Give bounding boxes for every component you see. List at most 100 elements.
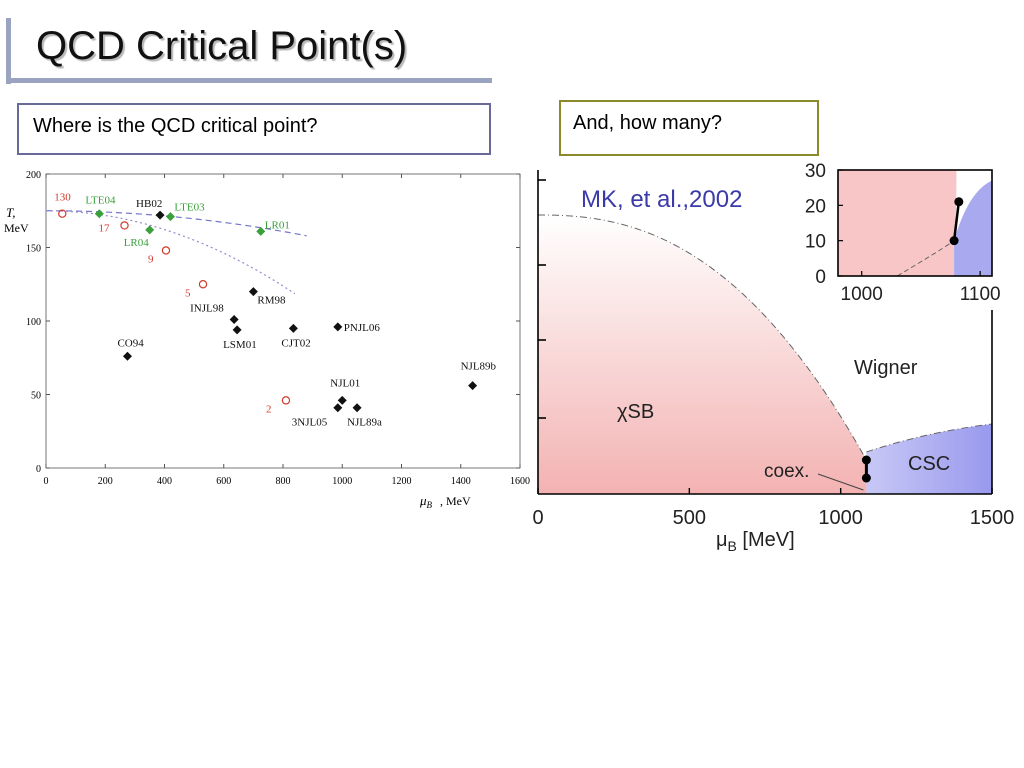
left-y-tick-label: 50 (31, 391, 41, 402)
chiral-boundary-line (537, 214, 867, 461)
region-label-csc: CSC (908, 453, 950, 475)
left-x-axis-unit: , MeV (440, 494, 471, 508)
inset-y-tick-label: 30 (805, 161, 826, 182)
point-hb02-label: HB02 (136, 198, 162, 210)
title-accent-underline (6, 78, 492, 83)
title-accent-vertical (6, 18, 11, 84)
credit-label: MK, et al.,2002 (581, 186, 742, 213)
point-co94 (122, 351, 132, 361)
point-njl89a-label: NJL89a (347, 417, 382, 429)
question-where-text: Where is the QCD critical point? (33, 115, 318, 137)
question-box-where: Where is the QCD critical point? (17, 103, 491, 155)
point-njl89b (468, 381, 478, 391)
point-pnjl06-label: PNJL06 (344, 322, 381, 334)
region-label-chisb: χSB (617, 401, 654, 423)
left-x-tick-label: 200 (98, 476, 113, 487)
coex-pointer (817, 473, 864, 491)
point-5-label: 5 (185, 287, 191, 299)
point-2 (281, 396, 291, 405)
right-x-tick-label: 500 (673, 507, 706, 529)
left-y-axis-unit: MeV (4, 221, 29, 235)
point-rm98 (248, 287, 258, 297)
left-phase-diagram-chart: 0 200 400 600 800 1000 1200 1400 1600 0 50 100 150 20… (4, 170, 530, 510)
inset-csc-region (954, 180, 992, 276)
point-17-label: 17 (99, 222, 111, 234)
inset-coexistence-line (952, 201, 961, 241)
left-chart-axes: 0 200 400 600 800 1000 1200 1400 1600 0 50 100 150 20… (26, 170, 530, 487)
region-label-coex: coex. (764, 461, 809, 482)
left-y-axis-symbol: T, (6, 205, 16, 220)
point-lsm01 (232, 325, 242, 335)
right-x-tick-label: 1000 (818, 507, 863, 529)
point-130-label: 130 (54, 192, 71, 204)
point-lte03-label: LTE03 (174, 202, 205, 214)
left-chart-curves (45, 210, 307, 295)
point-cjt02 (288, 323, 298, 333)
left-x-tick-label: 1000 (332, 476, 352, 487)
region-label-wigner: Wigner (854, 357, 918, 379)
left-x-tick-label: 1400 (451, 476, 471, 487)
left-y-tick-label: 0 (36, 464, 41, 475)
chisb-region (538, 215, 867, 494)
right-x-tick-label: 1500 (970, 507, 1015, 529)
right-x-axis-label: μB [MeV] (716, 529, 795, 554)
point-lte03 (165, 212, 175, 222)
point-lr04-label: LR04 (124, 237, 150, 249)
inset-y-tick-label: 10 (805, 232, 826, 253)
inset-y-tick-label: 20 (805, 196, 826, 217)
point-rm98-label: RM98 (257, 295, 286, 307)
point-pnjl06 (333, 322, 343, 332)
point-lr04 (145, 225, 155, 235)
inset-x-tick-label: 1000 (841, 284, 883, 305)
left-x-tick-label: 800 (276, 476, 291, 487)
inset-frame (837, 169, 993, 277)
point-2-label: 2 (266, 403, 272, 415)
left-x-tick-label: 0 (44, 476, 49, 487)
point-lte04-label: LTE04 (85, 195, 116, 207)
point-njl89b-label: NJL89b (461, 361, 497, 373)
point-co94-label: CO94 (117, 337, 144, 349)
critical-point-lower (861, 473, 871, 483)
left-chart-points: HB02 RM98 INJL98 LSM01 CJT02 PNJL06 CO94 NJL01 3… (54, 192, 496, 429)
right-x-tick-label: 0 (532, 507, 543, 529)
point-9-label: 9 (148, 253, 154, 265)
inset-critical-point-1 (954, 197, 964, 207)
point-5 (198, 280, 208, 289)
point-lr01-label: LR01 (265, 219, 290, 231)
left-x-tick-label: 600 (216, 476, 231, 487)
freezeout-trend-curve (45, 210, 296, 295)
right-chart-inset: 0 10 20 30 1000 1100 (805, 161, 1001, 305)
right-phase-diagram-chart: 0 500 1000 1500 0 10 20 30 1000 1100 MK, et al.,… (532, 161, 1014, 554)
point-hb02 (155, 210, 165, 220)
left-y-tick-label: 150 (26, 244, 41, 255)
left-y-tick-label: 200 (26, 170, 41, 181)
point-njl01 (337, 395, 347, 405)
left-x-tick-label: 400 (157, 476, 172, 487)
point-lr01 (256, 226, 266, 236)
lattice-trend-curve (45, 210, 307, 237)
left-y-tick-label: 100 (26, 317, 41, 328)
point-17 (120, 221, 129, 230)
left-x-tick-label: 1600 (510, 476, 530, 487)
inset-x-tick-label: 1100 (960, 284, 1001, 305)
left-x-axis-symbol: μB (419, 493, 433, 510)
point-9 (161, 246, 171, 255)
title-bar: QCD Critical Point(s) (6, 18, 492, 84)
csc-region (866, 424, 992, 494)
point-injl98-label: INJL98 (190, 303, 224, 315)
critical-point-upper (861, 455, 871, 465)
point-njl01-label: NJL01 (330, 377, 360, 389)
point-130 (58, 209, 67, 218)
point-lsm01-label: LSM01 (223, 339, 257, 351)
point-3njl05-label: 3NJL05 (292, 417, 328, 429)
left-x-tick-label: 1200 (392, 476, 412, 487)
inset-critical-point-2 (949, 236, 959, 246)
right-chart-main: 0 500 1000 1500 (532, 170, 1014, 529)
point-njl89a (352, 403, 362, 413)
question-how-many-text: And, how many? (573, 112, 722, 134)
inset-chisb-region (838, 170, 957, 276)
point-lte04 (94, 209, 104, 219)
inset-y-tick-label: 0 (815, 267, 826, 288)
question-box-how-many: And, how many? (559, 100, 819, 156)
point-3njl05 (333, 403, 343, 413)
